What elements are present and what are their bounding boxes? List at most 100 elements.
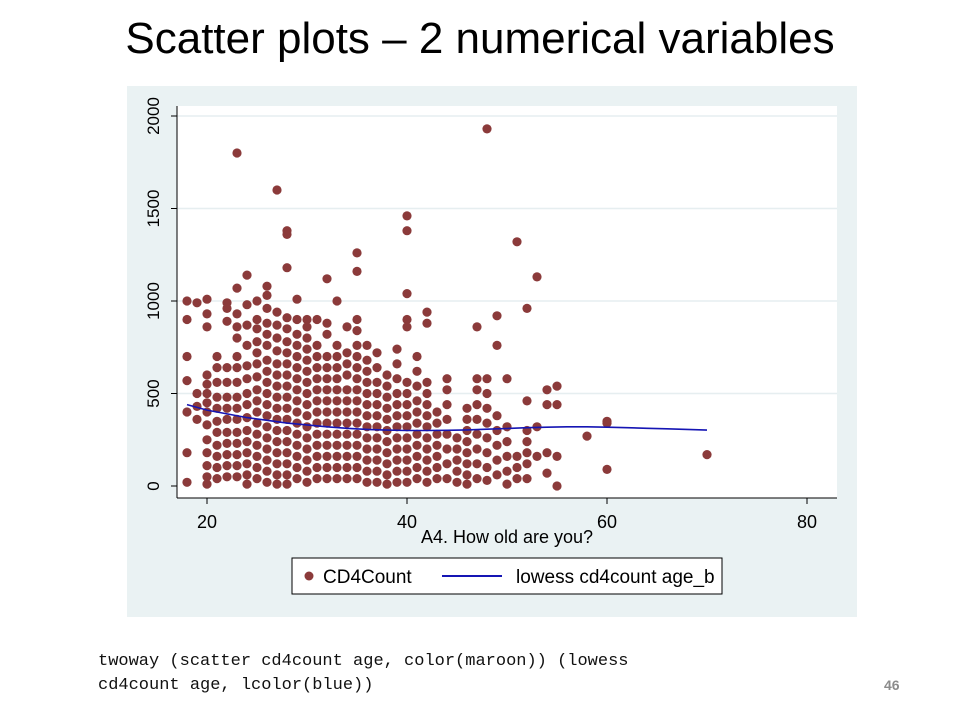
data-point bbox=[312, 363, 322, 373]
data-point bbox=[442, 385, 452, 395]
data-point bbox=[442, 474, 452, 484]
data-point bbox=[382, 403, 392, 413]
data-point bbox=[252, 462, 262, 473]
data-point bbox=[292, 429, 302, 439]
data-point bbox=[222, 403, 232, 413]
data-point bbox=[522, 474, 532, 484]
data-point bbox=[422, 307, 432, 317]
data-point bbox=[212, 427, 222, 437]
data-point bbox=[382, 437, 392, 447]
data-point bbox=[232, 438, 242, 448]
data-point bbox=[462, 459, 472, 469]
data-point bbox=[192, 388, 202, 399]
data-point bbox=[262, 433, 272, 443]
data-point bbox=[332, 418, 342, 428]
data-point bbox=[382, 448, 392, 458]
data-point bbox=[322, 451, 332, 461]
data-point bbox=[252, 314, 262, 325]
data-point bbox=[352, 429, 362, 439]
data-point bbox=[312, 396, 322, 406]
data-point bbox=[482, 124, 492, 134]
page-number: 46 bbox=[884, 677, 900, 693]
data-point bbox=[472, 322, 482, 332]
data-point bbox=[352, 374, 362, 384]
data-point bbox=[402, 411, 412, 421]
data-point bbox=[262, 290, 272, 300]
data-point bbox=[212, 416, 222, 426]
data-point bbox=[302, 466, 312, 476]
data-point bbox=[242, 340, 252, 350]
data-point bbox=[342, 407, 352, 417]
data-point bbox=[212, 351, 222, 362]
data-point bbox=[422, 433, 432, 443]
data-point bbox=[182, 296, 192, 306]
data-point bbox=[182, 351, 192, 362]
data-point bbox=[302, 388, 312, 399]
data-point bbox=[182, 407, 192, 417]
data-point bbox=[322, 351, 332, 362]
data-point bbox=[352, 418, 362, 428]
data-point bbox=[462, 403, 472, 413]
data-point bbox=[462, 437, 472, 447]
data-point bbox=[412, 429, 422, 439]
data-point bbox=[252, 359, 262, 369]
data-point bbox=[422, 422, 432, 432]
data-point bbox=[272, 437, 282, 447]
data-point bbox=[202, 322, 212, 332]
data-point bbox=[402, 322, 412, 332]
data-point bbox=[532, 272, 542, 282]
data-point bbox=[282, 370, 292, 380]
data-point bbox=[482, 403, 492, 413]
data-point bbox=[482, 388, 492, 399]
data-point bbox=[352, 248, 362, 258]
data-point bbox=[182, 314, 192, 325]
data-point bbox=[232, 472, 242, 482]
data-point bbox=[322, 407, 332, 417]
data-point bbox=[442, 400, 452, 410]
data-point bbox=[412, 366, 422, 376]
data-point bbox=[352, 351, 362, 362]
data-point bbox=[402, 314, 412, 325]
data-point bbox=[342, 429, 352, 439]
x-axis-label: A4. How old are you? bbox=[421, 527, 593, 547]
data-point bbox=[392, 411, 402, 421]
data-point bbox=[372, 411, 382, 421]
data-point bbox=[392, 444, 402, 454]
data-point bbox=[372, 477, 382, 487]
data-point bbox=[332, 296, 342, 306]
data-point bbox=[512, 451, 522, 461]
data-point bbox=[342, 440, 352, 450]
data-point bbox=[182, 448, 192, 458]
data-point bbox=[222, 427, 232, 437]
data-point bbox=[312, 474, 322, 484]
data-point bbox=[212, 377, 222, 387]
data-point bbox=[322, 329, 332, 339]
data-point bbox=[432, 474, 442, 484]
data-point bbox=[232, 351, 242, 362]
legend-label-scatter: CD4Count bbox=[323, 567, 412, 588]
data-point bbox=[542, 385, 552, 395]
data-point bbox=[272, 381, 282, 391]
data-point bbox=[522, 396, 532, 406]
data-point bbox=[202, 448, 212, 458]
data-point bbox=[422, 444, 432, 454]
data-point bbox=[362, 377, 372, 387]
data-point bbox=[502, 437, 512, 447]
data-point bbox=[552, 481, 562, 491]
data-point bbox=[402, 400, 412, 410]
x-tick-label: 60 bbox=[597, 512, 617, 532]
data-point bbox=[452, 477, 462, 487]
data-point bbox=[292, 474, 302, 484]
data-point bbox=[352, 314, 362, 325]
data-point bbox=[282, 470, 292, 480]
data-point bbox=[252, 451, 262, 461]
data-point bbox=[242, 361, 252, 371]
data-point bbox=[422, 377, 432, 387]
data-point bbox=[332, 429, 342, 439]
data-point bbox=[192, 298, 202, 308]
data-point bbox=[412, 462, 422, 473]
data-point bbox=[482, 448, 492, 458]
data-point bbox=[342, 322, 352, 332]
data-point bbox=[372, 466, 382, 476]
data-point bbox=[362, 433, 372, 443]
